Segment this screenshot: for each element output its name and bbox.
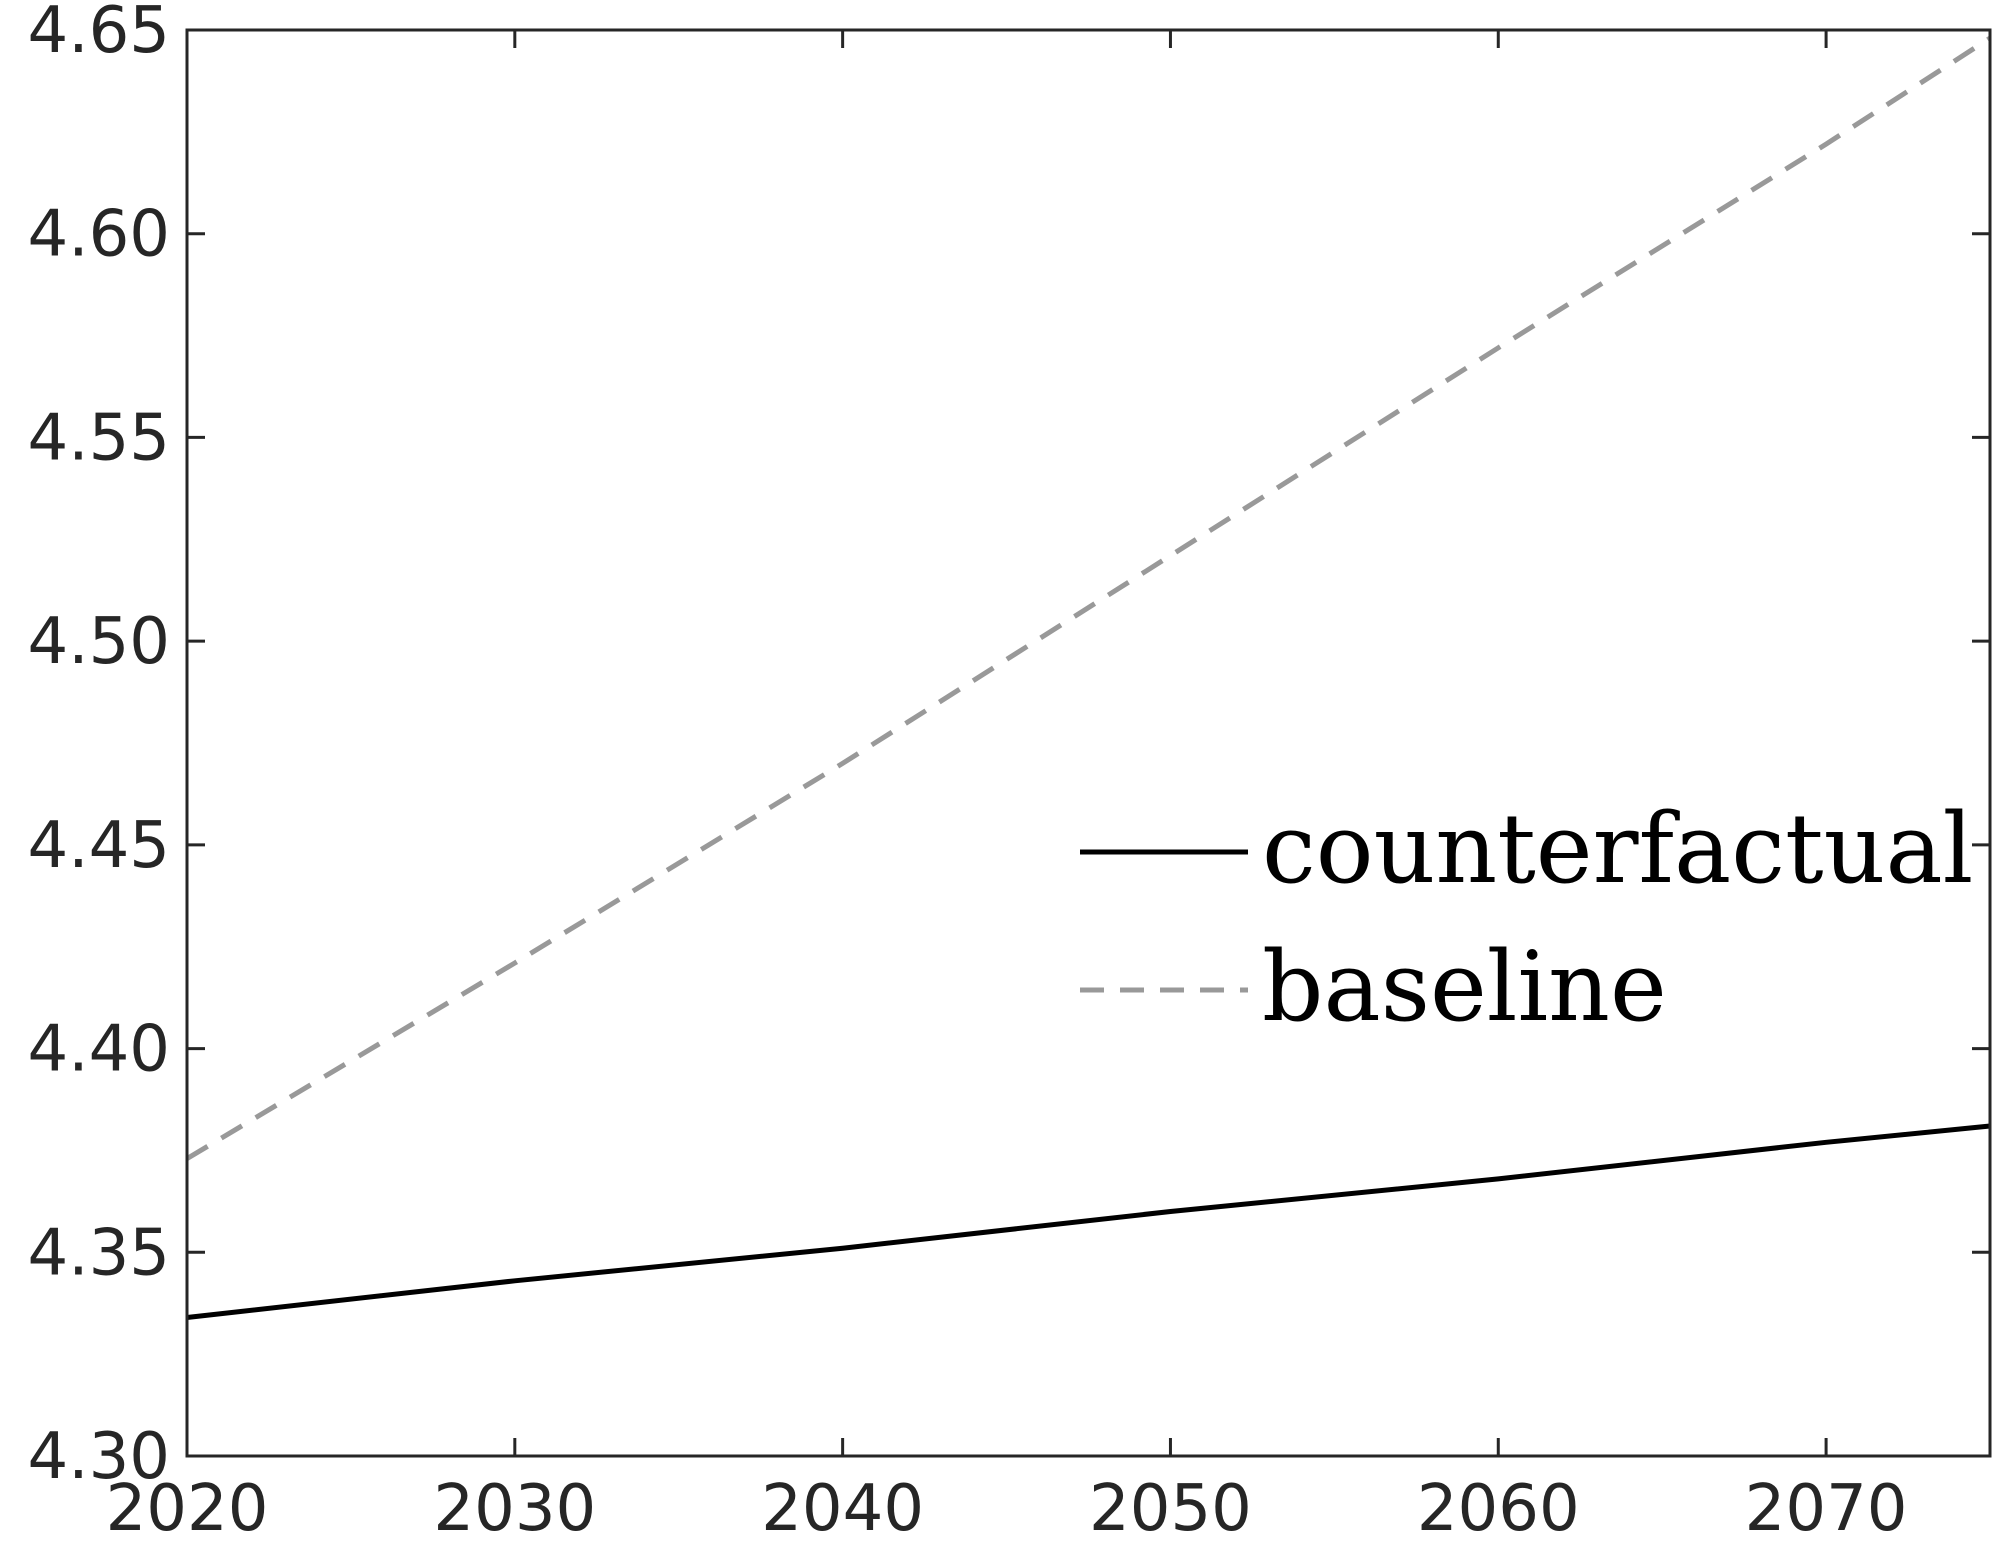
- x-tick-label: 2070: [1745, 1472, 1908, 1546]
- y-tick-label: 4.55: [28, 401, 171, 475]
- series-line-baseline: [185, 36, 1992, 1161]
- axes-layer: [185, 28, 1992, 1458]
- y-tick-label: 4.40: [28, 1013, 171, 1087]
- legend: counterfactual baseline: [1080, 793, 1973, 1043]
- x-tick-label: 2040: [761, 1472, 924, 1546]
- y-tick-label: 4.35: [28, 1216, 171, 1290]
- plot-frame: [185, 28, 1992, 1458]
- legend-label-baseline: baseline: [1262, 931, 1667, 1043]
- series-line-counterfactual: [186, 1123, 1991, 1320]
- y-tick-label: 4.65: [28, 0, 171, 68]
- x-tick-label: 2050: [1089, 1472, 1252, 1546]
- x-tick-label: 2060: [1417, 1472, 1580, 1546]
- y-tick-label: 4.50: [28, 605, 171, 679]
- x-tick-label: 2030: [433, 1472, 596, 1546]
- x-tick-label: 2020: [106, 1472, 269, 1546]
- legend-label-counterfactual: counterfactual: [1262, 793, 1973, 905]
- series-layer: [185, 36, 1992, 1320]
- y-tick-label: 4.60: [28, 198, 171, 272]
- y-tick-label: 4.45: [28, 809, 171, 883]
- y-tick-label: 4.30: [28, 1420, 171, 1494]
- ticks-layer: 2020 2030 2040 2050 2060 2070 4.30 4.35 4.40 4.45…: [28, 0, 1990, 1546]
